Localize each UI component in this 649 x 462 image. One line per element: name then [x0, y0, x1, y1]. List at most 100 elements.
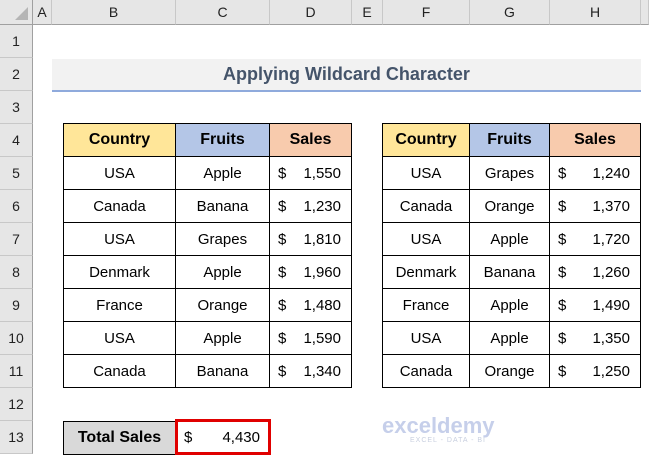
sales-value: 1,550: [303, 164, 341, 182]
currency-symbol: $: [278, 230, 287, 248]
sales-cell[interactable]: $1,370: [549, 189, 641, 223]
currency-symbol: $: [558, 362, 567, 380]
row-header-4[interactable]: 4: [0, 124, 33, 157]
sales-cell[interactable]: $1,230: [269, 189, 352, 223]
sales-cell[interactable]: $1,960: [269, 255, 352, 289]
sales-value: 1,250: [592, 362, 630, 380]
select-all-corner[interactable]: [0, 0, 33, 25]
column-header-next[interactable]: [641, 0, 649, 25]
country-cell[interactable]: USA: [382, 156, 470, 190]
row-header-9[interactable]: 9: [0, 289, 33, 322]
fruit-cell[interactable]: Orange: [175, 288, 270, 322]
fruit-cell[interactable]: Apple: [469, 321, 550, 355]
country-cell[interactable]: Canada: [63, 189, 176, 223]
watermark-tagline: EXCEL - DATA - BI: [410, 437, 486, 444]
sales-value: 1,370: [592, 197, 630, 215]
sales-value: 1,590: [303, 329, 341, 347]
country-cell[interactable]: Denmark: [382, 255, 470, 289]
header-country[interactable]: Country: [63, 123, 176, 157]
country-cell[interactable]: USA: [382, 222, 470, 256]
currency-symbol: $: [558, 263, 567, 281]
fruit-cell[interactable]: Apple: [175, 321, 270, 355]
row-header-12[interactable]: 12: [0, 388, 33, 421]
total-sales-value-cell[interactable]: $ 4,430: [175, 419, 271, 455]
currency-symbol: $: [278, 329, 287, 347]
country-cell[interactable]: Denmark: [63, 255, 176, 289]
row-header-11[interactable]: 11: [0, 355, 33, 388]
fruit-cell[interactable]: Banana: [175, 189, 270, 223]
row-header-6[interactable]: 6: [0, 190, 33, 223]
fruit-cell[interactable]: Apple: [469, 288, 550, 322]
fruit-cell[interactable]: Grapes: [469, 156, 550, 190]
column-header-D[interactable]: D: [270, 0, 352, 25]
currency-symbol: $: [558, 329, 567, 347]
sales-cell[interactable]: $1,250: [549, 354, 641, 388]
currency-symbol: $: [278, 197, 287, 215]
sales-cell[interactable]: $1,350: [549, 321, 641, 355]
fruit-cell[interactable]: Orange: [469, 189, 550, 223]
sales-cell[interactable]: $1,260: [549, 255, 641, 289]
column-header-B[interactable]: B: [52, 0, 176, 25]
header-fruits[interactable]: Fruits: [175, 123, 270, 157]
sales-value: 1,490: [592, 296, 630, 314]
sales-value: 1,340: [303, 362, 341, 380]
sales-cell[interactable]: $1,240: [549, 156, 641, 190]
fruit-cell[interactable]: Apple: [469, 222, 550, 256]
fruit-cell[interactable]: Apple: [175, 255, 270, 289]
column-header-H[interactable]: H: [550, 0, 641, 25]
country-cell[interactable]: USA: [63, 156, 176, 190]
sales-cell[interactable]: $1,480: [269, 288, 352, 322]
sales-value: 1,960: [303, 263, 341, 281]
currency-symbol: $: [558, 230, 567, 248]
column-header-A[interactable]: A: [33, 0, 52, 25]
column-header-E[interactable]: E: [352, 0, 383, 25]
fruit-cell[interactable]: Banana: [175, 354, 270, 388]
row-header-2[interactable]: 2: [0, 58, 33, 91]
total-sales-label[interactable]: Total Sales: [63, 421, 176, 455]
sales-cell[interactable]: $1,810: [269, 222, 352, 256]
sales-cell[interactable]: $1,340: [269, 354, 352, 388]
fruit-cell[interactable]: Banana: [469, 255, 550, 289]
sales-cell[interactable]: $1,590: [269, 321, 352, 355]
header-sales[interactable]: Sales: [269, 123, 352, 157]
row-header-13[interactable]: 13: [0, 421, 33, 454]
sales-cell[interactable]: $1,720: [549, 222, 641, 256]
currency-symbol: $: [558, 296, 567, 314]
fruit-cell[interactable]: Grapes: [175, 222, 270, 256]
sales-value: 1,350: [592, 329, 630, 347]
column-header-G[interactable]: G: [470, 0, 550, 25]
watermark-logo: exceldemy: [382, 413, 495, 438]
country-cell[interactable]: France: [63, 288, 176, 322]
sheet-title: Applying Wildcard Character: [52, 59, 641, 92]
header-country[interactable]: Country: [382, 123, 470, 157]
row-header-3[interactable]: 3: [0, 91, 33, 124]
sales-cell[interactable]: $1,550: [269, 156, 352, 190]
header-sales[interactable]: Sales: [549, 123, 641, 157]
country-cell[interactable]: USA: [382, 321, 470, 355]
country-cell[interactable]: USA: [63, 321, 176, 355]
currency-symbol: $: [278, 263, 287, 281]
fruit-cell[interactable]: Apple: [175, 156, 270, 190]
sales-value: 1,810: [303, 230, 341, 248]
currency-symbol: $: [278, 296, 287, 314]
header-fruits[interactable]: Fruits: [469, 123, 550, 157]
row-header-1[interactable]: 1: [0, 25, 33, 58]
row-header-10[interactable]: 10: [0, 322, 33, 355]
country-cell[interactable]: Canada: [382, 189, 470, 223]
total-value: 4,430: [222, 428, 260, 446]
column-header-F[interactable]: F: [383, 0, 470, 25]
fruit-cell[interactable]: Orange: [469, 354, 550, 388]
sales-value: 1,240: [592, 164, 630, 182]
column-header-C[interactable]: C: [176, 0, 270, 25]
row-header-8[interactable]: 8: [0, 256, 33, 289]
sales-value: 1,720: [592, 230, 630, 248]
country-cell[interactable]: France: [382, 288, 470, 322]
row-header-5[interactable]: 5: [0, 157, 33, 190]
row-header-7[interactable]: 7: [0, 223, 33, 256]
sales-cell[interactable]: $1,490: [549, 288, 641, 322]
country-cell[interactable]: Canada: [382, 354, 470, 388]
sales-value: 1,230: [303, 197, 341, 215]
currency-symbol: $: [278, 164, 287, 182]
country-cell[interactable]: Canada: [63, 354, 176, 388]
country-cell[interactable]: USA: [63, 222, 176, 256]
